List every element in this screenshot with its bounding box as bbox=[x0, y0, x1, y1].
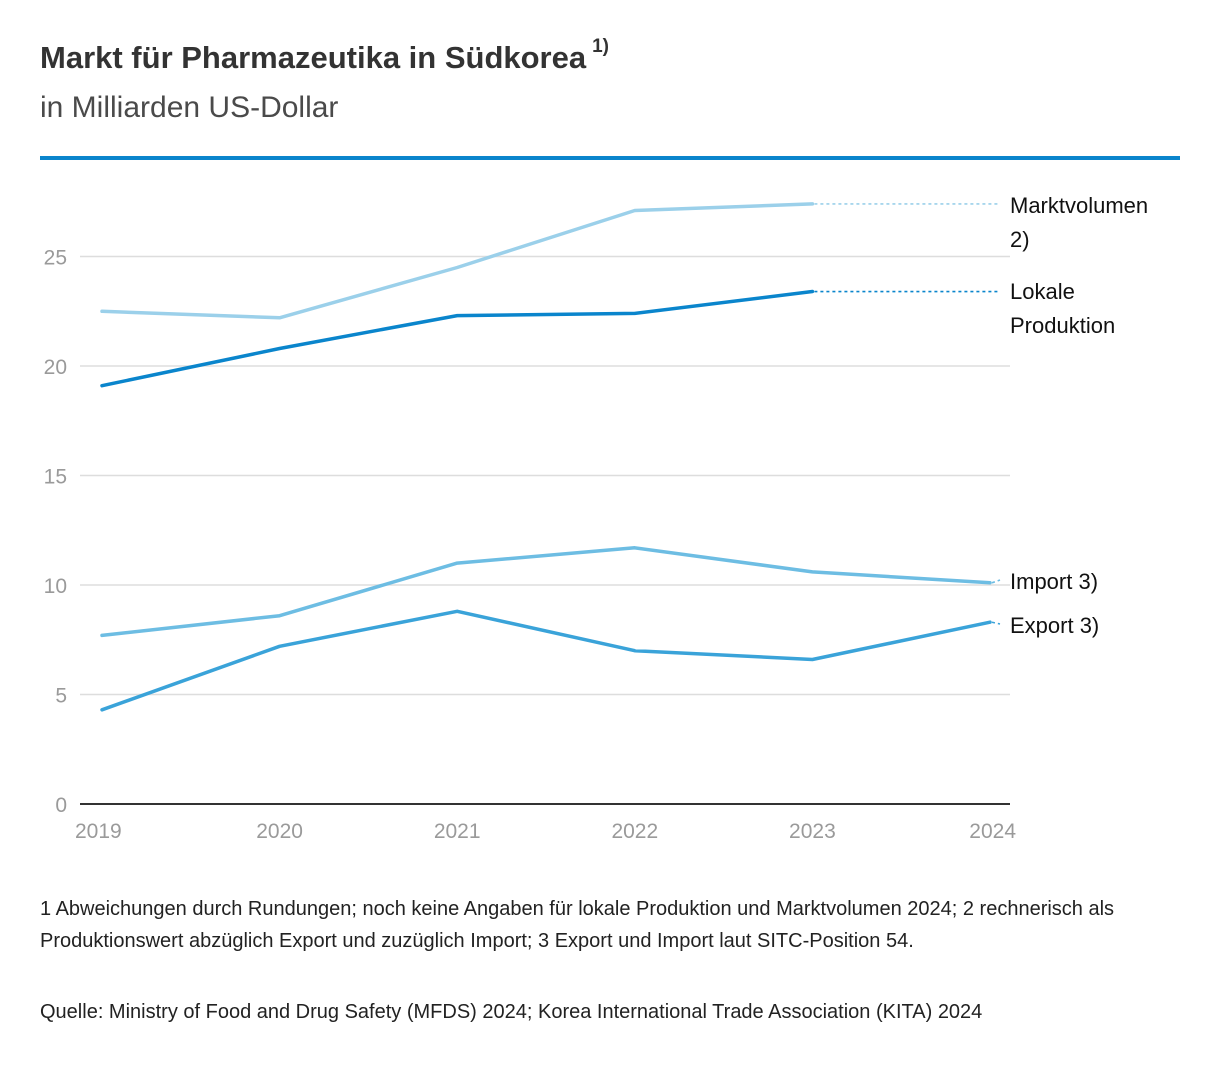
x-tick-label-2021: 2021 bbox=[434, 820, 481, 843]
y-tick-label-20: 20 bbox=[44, 356, 67, 379]
y-tick-label-15: 15 bbox=[44, 466, 67, 489]
footnote: 1 Abweichungen durch Rundungen; noch kei… bbox=[40, 898, 1115, 952]
series-line-marktvolumen-2 bbox=[100, 202, 815, 320]
y-tick-label-5: 5 bbox=[55, 685, 67, 708]
series-label-lokale-produktion-line-1: Lokale bbox=[1010, 279, 1075, 304]
y-tick-label-10: 10 bbox=[44, 575, 67, 598]
x-tick-label-2022: 2022 bbox=[611, 820, 658, 843]
series-line-export-3 bbox=[100, 609, 992, 712]
series-leader-import-3 bbox=[991, 579, 1001, 584]
title-divider bbox=[40, 156, 1180, 160]
series-label-export-3: Export 3) bbox=[1010, 613, 1099, 638]
x-tick-label-2023: 2023 bbox=[789, 820, 836, 843]
series-line-lokale-produktion bbox=[100, 289, 815, 388]
series-leader-export-3 bbox=[991, 621, 1001, 625]
y-tick-label-25: 25 bbox=[44, 247, 67, 270]
series-label-import-3: Import 3) bbox=[1010, 569, 1098, 594]
x-tick-label-2020: 2020 bbox=[256, 820, 303, 843]
chart-subtitle: in Milliarden US-Dollar bbox=[40, 91, 339, 124]
series-label-marktvolumen-2-line-1: Marktvolumen bbox=[1010, 193, 1148, 218]
chart-title: Markt für Pharmazeutika in Südkorea 1) bbox=[40, 36, 609, 76]
source-note: Quelle: Ministry of Food and Drug Safety… bbox=[40, 1001, 983, 1023]
line-chart: 0 5 10 15 20 25 2019 2020 2021 2022 2023 2024 Marktv… bbox=[44, 193, 1149, 843]
y-tick-label-0: 0 bbox=[55, 794, 67, 817]
chart-title-text: Markt für Pharmazeutika in Südkorea bbox=[40, 40, 587, 75]
series-label-lokale-produktion-line-2: Produktion bbox=[1010, 313, 1115, 338]
series-label-marktvolumen-2-line-2: 2) bbox=[1010, 227, 1030, 252]
series-line-import-3 bbox=[100, 546, 992, 638]
x-tick-label-2019: 2019 bbox=[75, 820, 122, 843]
chart-title-footnote-marker: 1) bbox=[592, 36, 610, 57]
x-tick-label-2024: 2024 bbox=[969, 820, 1016, 843]
